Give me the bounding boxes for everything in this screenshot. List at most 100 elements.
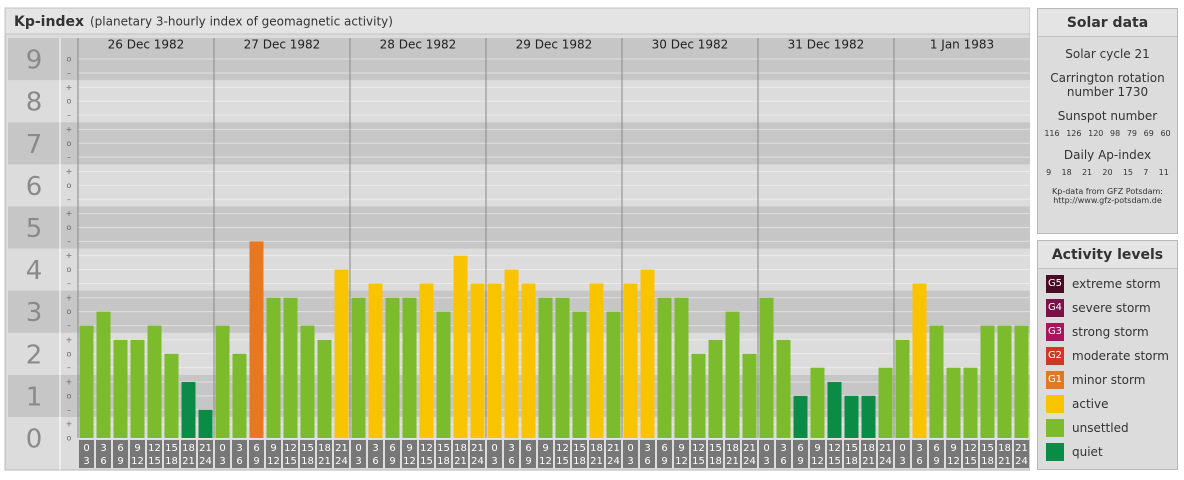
- sunspot-value: 116: [1044, 129, 1060, 138]
- hour-box: [368, 440, 383, 468]
- ap-value: 20: [1102, 168, 1113, 177]
- y-tick-label: 2: [26, 340, 43, 370]
- bar: [436, 311, 451, 438]
- bar: [742, 353, 757, 438]
- bar: [487, 283, 502, 438]
- level-swatch: [1046, 419, 1064, 437]
- bar: [385, 297, 400, 438]
- minor-tick-label: –: [67, 111, 71, 120]
- level-label: moderate storm: [1072, 349, 1169, 363]
- level-item: active: [1046, 395, 1177, 413]
- bar: [232, 353, 247, 438]
- level-swatch: G4: [1046, 299, 1064, 317]
- bar: [776, 339, 791, 438]
- hour-label: 15: [437, 443, 450, 454]
- bar: [96, 311, 111, 438]
- bar: [810, 367, 825, 438]
- hour-box: [266, 440, 281, 468]
- sunspot-value: 98: [1110, 129, 1121, 138]
- y-tick-label: 4: [26, 256, 43, 286]
- hour-box: [317, 440, 332, 468]
- minor-tick-label: +: [66, 209, 73, 218]
- hour-label: 6: [389, 443, 395, 454]
- hour-box: [844, 440, 859, 468]
- day-label: 30 Dec 1982: [652, 38, 729, 52]
- minor-tick-label: +: [66, 251, 73, 260]
- hour-box: [300, 440, 315, 468]
- hour-label: 15: [148, 456, 161, 467]
- hour-label: 21: [182, 456, 195, 467]
- bar: [198, 409, 213, 438]
- day-label: 31 Dec 1982: [788, 38, 865, 52]
- sunspot-value: 79: [1126, 129, 1138, 138]
- hour-label: 18: [709, 456, 722, 467]
- minor-tick-label: +: [66, 167, 73, 176]
- hour-label: 18: [981, 456, 994, 467]
- solar-panel: Solar data Solar cycle 21 Carrington rot…: [1037, 8, 1178, 234]
- y-tick-label: 6: [26, 172, 43, 202]
- level-item: quiet: [1046, 443, 1177, 461]
- hour-label: 3: [763, 456, 769, 467]
- hour-box: [674, 440, 689, 468]
- hour-label: 0: [899, 443, 905, 454]
- hour-box: [538, 440, 553, 468]
- hour-label: 12: [131, 456, 144, 467]
- hour-box: [997, 440, 1012, 468]
- y-tick-label: 5: [26, 214, 43, 244]
- level-label: unsettled: [1072, 421, 1129, 435]
- hour-label: 6: [117, 443, 123, 454]
- bar: [1014, 325, 1029, 438]
- hour-label: 9: [542, 443, 548, 454]
- hour-box: [1014, 440, 1029, 468]
- level-label: minor storm: [1072, 373, 1146, 387]
- band: [8, 248, 1030, 291]
- hour-label: 3: [627, 456, 633, 467]
- hour-box: [606, 440, 621, 468]
- hour-label: 15: [301, 443, 314, 454]
- hour-label: 9: [406, 443, 412, 454]
- hour-label: 6: [916, 456, 922, 467]
- hour-label: 15: [284, 456, 297, 467]
- hour-label: 0: [627, 443, 633, 454]
- day-label: 28 Dec 1982: [380, 38, 457, 52]
- hour-label: 15: [845, 443, 858, 454]
- level-label: severe storm: [1072, 301, 1151, 315]
- hour-label: 6: [508, 456, 514, 467]
- hour-box: [555, 440, 570, 468]
- level-swatch: G3: [1046, 323, 1064, 341]
- level-swatch: G5: [1046, 275, 1064, 293]
- bar: [912, 283, 927, 438]
- bar: [521, 283, 536, 438]
- sunspot-list: 116 126 120 98 79 69 60: [1038, 129, 1177, 138]
- hour-label: 9: [797, 456, 803, 467]
- bar: [895, 339, 910, 438]
- y-tick-label: 7: [26, 130, 43, 160]
- hour-label: 21: [862, 456, 875, 467]
- panel-title: Activity levels: [1038, 241, 1177, 269]
- bar: [878, 367, 893, 438]
- bar: [793, 395, 808, 438]
- y-tick-label: 3: [26, 298, 43, 328]
- hour-label: 12: [828, 443, 841, 454]
- level-item: G2 moderate storm: [1046, 347, 1177, 365]
- hour-label: 3: [372, 443, 378, 454]
- ap-value: 9: [1046, 168, 1052, 177]
- hour-label: 3: [355, 456, 361, 467]
- y-tick-label: 1: [26, 382, 43, 412]
- hour-label: 24: [1015, 456, 1028, 467]
- minor-tick-label: –: [67, 279, 71, 288]
- hour-label: 12: [947, 456, 960, 467]
- hour-box: [164, 440, 179, 468]
- minor-tick-label: –: [67, 68, 71, 77]
- hour-box: [708, 440, 723, 468]
- hour-label: 21: [335, 443, 348, 454]
- hour-box: [521, 440, 536, 468]
- hour-label: 24: [607, 456, 620, 467]
- hour-label: 18: [454, 443, 467, 454]
- hour-label: 9: [117, 456, 123, 467]
- source-url: http://www.gfz-potsdam.de: [1053, 196, 1162, 205]
- hour-label: 21: [471, 443, 484, 454]
- hour-label: 3: [219, 456, 225, 467]
- minor-tick-label: –: [67, 405, 71, 414]
